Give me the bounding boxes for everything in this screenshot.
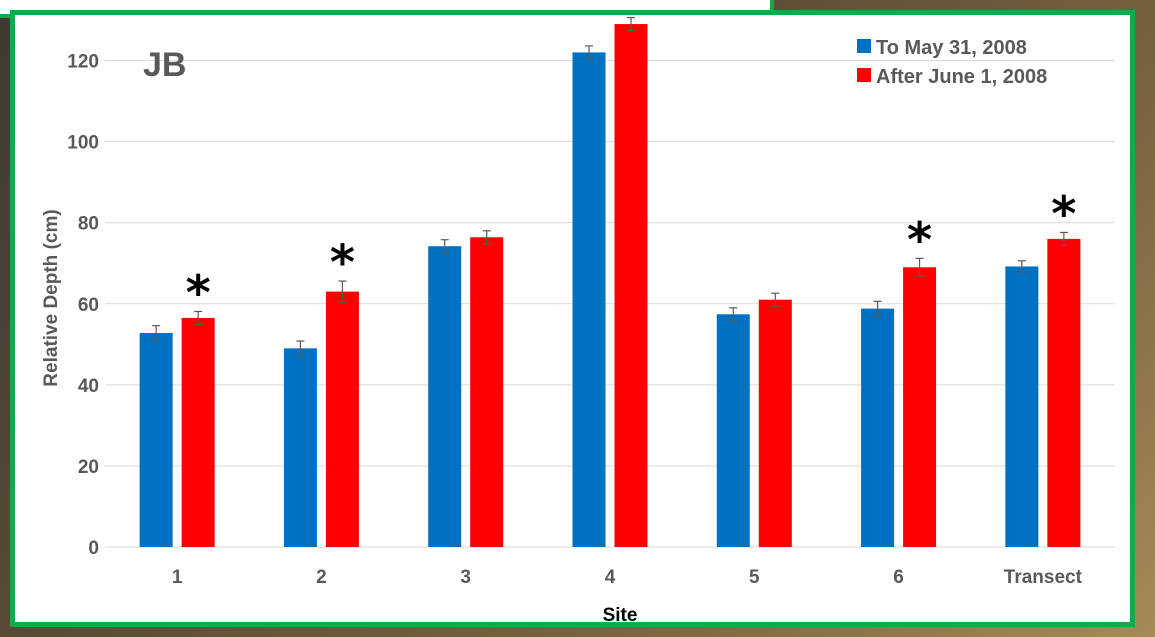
bar-series-1-5: [716, 314, 750, 547]
y-tick-label-120: 120: [67, 52, 99, 73]
error-bar-series-2-3: [482, 230, 491, 245]
bar-series-1-4: [572, 52, 606, 547]
x-tick-labels: 1 2 3 4 5 6 Transect: [172, 567, 1083, 588]
x-axis-title: Site: [603, 605, 638, 622]
error-bar-series-2-7: [1059, 231, 1068, 246]
bar-series-1-3: [428, 246, 462, 547]
error-bar-series-1-2: [296, 340, 305, 357]
bar-series-1-1: [139, 332, 173, 547]
bar-series-1-6: [861, 308, 895, 547]
error-bar-series-2-4: [627, 16, 635, 32]
bar-series-2-7: [1047, 238, 1081, 547]
y-tick-label-60: 60: [78, 295, 99, 316]
error-bar-series-1-3: [440, 239, 449, 254]
legend: To May 31, 2008 After June 1, 2008: [857, 37, 1047, 88]
x-tick-label-7: Transect: [1004, 567, 1083, 588]
significance-marker-2: *: [330, 235, 355, 291]
gridlines: [105, 60, 1115, 548]
y-tick-label-80: 80: [78, 214, 99, 235]
bar-series-2-1: [181, 317, 215, 547]
y-tick-labels: 0 20 40 60 80 100 120: [67, 52, 99, 559]
error-bar-series-2-5: [771, 292, 780, 307]
error-bar-series-1-6: [873, 300, 882, 317]
y-tick-label-40: 40: [78, 376, 99, 397]
x-tick-label-2: 2: [316, 567, 327, 588]
bar-series-1-7: [1005, 266, 1039, 547]
error-bar-series-1-7: [1017, 260, 1026, 273]
x-tick-label-1: 1: [172, 567, 183, 588]
bar-series-2-6: [903, 267, 937, 547]
x-tick-label-3: 3: [460, 567, 471, 588]
bar-chart: * * * * 0 20 40 60 80 100 120 1 2 3 4 5 6 Transect JB S…: [41, 16, 1115, 622]
legend-swatch-series-1: [857, 39, 871, 53]
significance-marker-1: *: [186, 265, 211, 321]
bars: [139, 24, 1081, 548]
bar-series-2-5: [758, 299, 792, 547]
significance-marker-6: *: [907, 212, 932, 268]
chart-title: JB: [143, 46, 186, 84]
error-bars: [152, 16, 1068, 357]
legend-label-series-2: After June 1, 2008: [876, 66, 1047, 88]
error-bar-series-2-2: [338, 280, 347, 303]
y-tick-label-20: 20: [78, 457, 99, 478]
bar-series-2-4: [614, 24, 648, 548]
error-bar-series-1-5: [729, 307, 738, 322]
x-tick-label-4: 4: [605, 567, 616, 588]
x-tick-label-5: 5: [749, 567, 760, 588]
chart-panel: * * * * 0 20 40 60 80 100 120 1 2 3 4 5 6 Transect JB S…: [10, 10, 1135, 627]
significance-markers: * * * *: [186, 186, 1077, 321]
bar-series-1-2: [283, 348, 317, 547]
y-tick-label-100: 100: [67, 133, 99, 154]
error-bar-series-2-1: [194, 310, 203, 326]
significance-marker-7: *: [1051, 186, 1076, 242]
error-bar-series-2-6: [915, 257, 924, 277]
bar-series-2-3: [470, 237, 504, 548]
y-axis-title: Relative Depth (cm): [41, 209, 62, 386]
y-tick-label-0: 0: [88, 538, 99, 559]
x-tick-label-6: 6: [893, 567, 904, 588]
error-bar-series-1-4: [585, 45, 593, 60]
legend-swatch-series-2: [857, 68, 871, 82]
legend-label-series-1: To May 31, 2008: [876, 37, 1027, 59]
error-bar-series-1-1: [152, 325, 161, 341]
bar-series-2-2: [325, 291, 359, 547]
